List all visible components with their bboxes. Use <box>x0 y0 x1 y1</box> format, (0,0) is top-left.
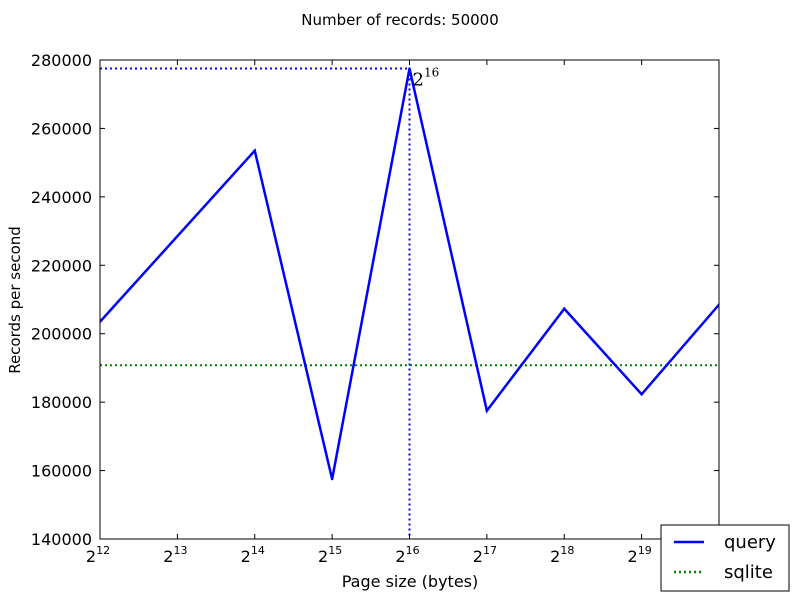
y-tick-label: 200000 <box>31 325 92 344</box>
legend-label-query: query <box>724 532 776 553</box>
data-point-query <box>563 307 566 310</box>
y-tick-label: 260000 <box>31 119 92 138</box>
x-tick-label: 219 <box>628 544 652 566</box>
data-point-query <box>408 67 411 70</box>
x-tick-label: 218 <box>550 544 574 566</box>
y-tick-label: 280000 <box>31 51 92 70</box>
x-tick-label: 215 <box>318 544 342 566</box>
legend: query sqlite <box>660 524 790 592</box>
chart-marks <box>100 67 719 539</box>
data-point-query <box>253 149 256 152</box>
x-tick-label: 217 <box>473 544 497 566</box>
series-line-query <box>100 68 719 480</box>
y-axis-ticks: 140000 160000 180000 200000 220000 240000 2600… <box>31 51 719 549</box>
x-tick-label: 213 <box>163 544 187 566</box>
x-tick-label: 214 <box>241 544 265 566</box>
y-tick-label: 140000 <box>31 530 92 549</box>
data-point-query <box>485 409 489 412</box>
y-tick-label: 160000 <box>31 462 92 481</box>
legend-box <box>660 524 790 592</box>
y-tick-label: 240000 <box>31 188 92 207</box>
y-axis-label: Records per second <box>6 226 24 374</box>
annotation-label: 216 <box>413 66 440 91</box>
y-tick-label: 220000 <box>31 256 92 275</box>
chart-title: Number of records: 50000 <box>301 11 499 29</box>
legend-label-sqlite: sqlite <box>724 562 773 583</box>
data-point-query <box>330 477 334 481</box>
x-axis-ticks: 212213214215216217218219220 <box>86 60 729 566</box>
x-tick-label: 216 <box>395 544 419 566</box>
x-tick-label: 212 <box>86 544 110 566</box>
data-point-query <box>640 393 643 396</box>
y-tick-label: 180000 <box>31 393 92 412</box>
x-axis-label: Page size (bytes) <box>342 572 479 591</box>
